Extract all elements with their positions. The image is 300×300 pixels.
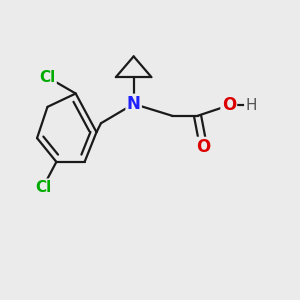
Text: O: O (222, 96, 236, 114)
Text: Cl: Cl (35, 180, 51, 195)
Text: O: O (196, 138, 211, 156)
Text: N: N (127, 95, 141, 113)
Text: Cl: Cl (39, 70, 56, 85)
Text: H: H (245, 98, 257, 113)
